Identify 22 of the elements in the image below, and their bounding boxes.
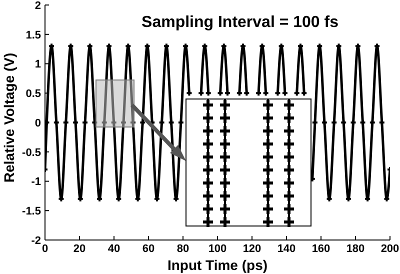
y-tick-label: -1.5 xyxy=(22,206,41,218)
y-tick-label: -0.5 xyxy=(22,146,41,159)
y-tick-label: 1 xyxy=(34,58,41,71)
x-tick-label: 120 xyxy=(242,242,262,255)
x-tick-label: 60 xyxy=(142,242,155,255)
y-tick-label: 0.5 xyxy=(26,88,41,100)
x-tick-label: 80 xyxy=(176,242,190,255)
y-tick-label: 0 xyxy=(34,117,41,130)
text: Sampling Interval = 100 fs xyxy=(142,14,339,31)
y-axis-title: Relative Voltage (V) xyxy=(0,52,17,182)
x-tick-label: 160 xyxy=(312,242,330,255)
y-tick-label: -1 xyxy=(31,176,41,188)
y-tick-label: 2 xyxy=(34,0,41,12)
x-tick-label: 200 xyxy=(380,242,400,255)
y-tick-label: 1.5 xyxy=(26,29,41,42)
x-tick-label: 40 xyxy=(108,242,120,255)
x-tick-label: 100 xyxy=(208,242,227,255)
x-tick-label: 140 xyxy=(277,242,296,255)
x-tick-label: 20 xyxy=(73,242,86,255)
x-tick-label: 180 xyxy=(346,242,365,255)
x-axis-title: Input Time (ps) xyxy=(167,257,268,273)
y-tick-label: -2 xyxy=(31,234,41,247)
